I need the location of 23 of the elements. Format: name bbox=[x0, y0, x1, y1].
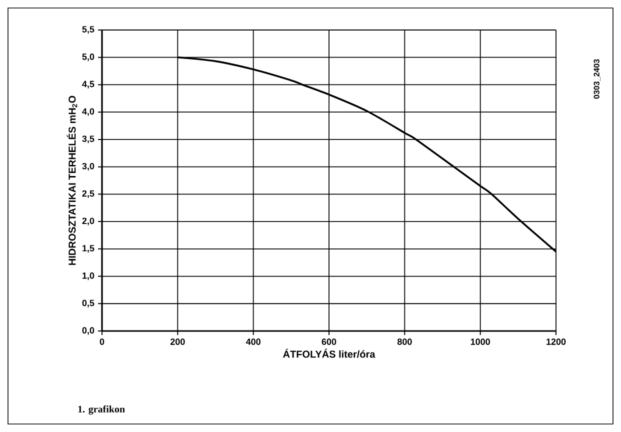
y-tick-label: 1,0 bbox=[82, 272, 94, 280]
x-tick-label: 1200 bbox=[546, 338, 566, 345]
y-tick-label: 4,0 bbox=[82, 108, 94, 116]
x-tick-label: 200 bbox=[170, 338, 185, 345]
x-tick-label: 0 bbox=[100, 338, 104, 345]
x-tick-label: 400 bbox=[246, 338, 260, 345]
y-tick-label: 5,0 bbox=[82, 54, 94, 62]
text: 0303_2403 bbox=[594, 59, 600, 99]
text: 1. grafikon bbox=[78, 405, 125, 415]
y-tick-label: 4,5 bbox=[82, 80, 94, 89]
x-tick-label: 800 bbox=[397, 338, 412, 345]
y-tick-label: 0,5 bbox=[82, 300, 94, 308]
y-tick-label: 3,0 bbox=[82, 162, 94, 171]
y-tick-label: 2,5 bbox=[82, 190, 94, 198]
y-axis-title: HIDROSZTATIKAI TERHELÉS mH$_{2}$O bbox=[66, 96, 78, 265]
y-tick-label: 0,0 bbox=[82, 327, 94, 335]
y-tick-label: 1,5 bbox=[82, 245, 94, 253]
x-tick-label: 600 bbox=[322, 338, 336, 345]
y-tick-label: 3,5 bbox=[82, 136, 94, 144]
x-axis-title: ÁTFOLYÁS liter/óra bbox=[283, 348, 376, 358]
y-tick-label: 2,0 bbox=[82, 218, 94, 226]
x-tick-label: 1000 bbox=[470, 338, 490, 345]
y-tick-label: 5,5 bbox=[82, 26, 94, 34]
